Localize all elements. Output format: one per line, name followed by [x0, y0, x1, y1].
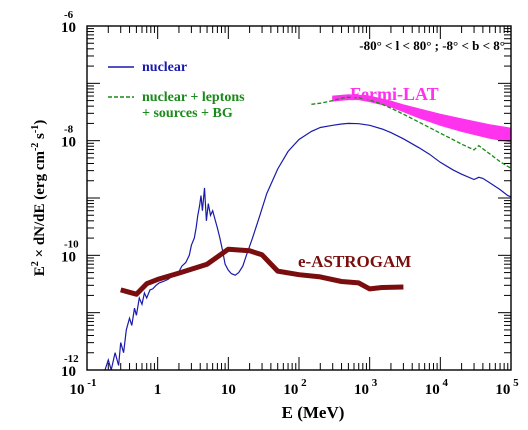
region-label: -80° < l < 80° ; -8° < b < 8° [359, 38, 505, 53]
x-tick-label: 10 5 [495, 377, 519, 398]
svg-text:-6: -6 [64, 9, 74, 21]
legend-label-total-line2: + sources + BG [142, 106, 233, 121]
axis-ticks: 10 -1 1 10 10 2 10 3 10 4 10 510-1210-1010-810… [61, 9, 519, 398]
x-tick-label: 1 [154, 382, 162, 398]
y-axis-label-mid: × dN/dE (erg cm [32, 151, 48, 262]
legend-label-nuclear: nuclear [142, 60, 187, 75]
svg-text:10: 10 [61, 20, 76, 36]
y-tick-label: 10-6 [61, 9, 76, 36]
svg-text:10: 10 [61, 364, 76, 380]
annotation-fermi-lat: Fermi-LAT [350, 84, 439, 104]
annotation-e-astrogam: e-ASTROGAM [298, 252, 411, 271]
series-line-nuclear [104, 122, 512, 371]
svg-text:10: 10 [61, 249, 76, 265]
svg-text:-10: -10 [64, 238, 79, 250]
x-tick-label: 10 3 [354, 377, 378, 398]
plot-area [104, 94, 512, 371]
x-tick-label: 10 [221, 382, 236, 398]
y-axis-label-close: ) [32, 120, 48, 125]
svg-text:-8: -8 [64, 124, 74, 136]
svg-text:10: 10 [61, 135, 76, 151]
y-axis-label: E2 × dN/dE (erg cm-2 s-1) [30, 120, 48, 277]
x-axis-label: E (MeV) [282, 403, 345, 422]
legend: nuclear nuclear + leptons + sources + BG [108, 60, 245, 121]
y-axis-label-e-exp: 2 [30, 261, 41, 266]
series-line-e-astrogam [120, 246, 404, 297]
y-tick-label: 10-10 [61, 238, 79, 265]
y-axis-label-mid2: s [32, 133, 48, 143]
y-axis-label-exp2: -1 [30, 125, 41, 133]
x-tick-label: 10 4 [425, 377, 449, 398]
x-tick-label: 10 -1 [70, 377, 97, 398]
svg-text:-12: -12 [64, 353, 79, 365]
plot-frame [86, 25, 512, 371]
legend-label-total-line1: nuclear + leptons [142, 90, 245, 105]
y-tick-label: 10-12 [61, 353, 79, 380]
y-tick-label: 10-8 [61, 124, 76, 151]
x-tick-label: 10 2 [283, 377, 307, 398]
series-line-nuclear-leptons-sources-bg [311, 96, 512, 169]
y-axis-label-e: E [32, 266, 48, 276]
y-axis-label-exp1: -2 [30, 143, 41, 151]
